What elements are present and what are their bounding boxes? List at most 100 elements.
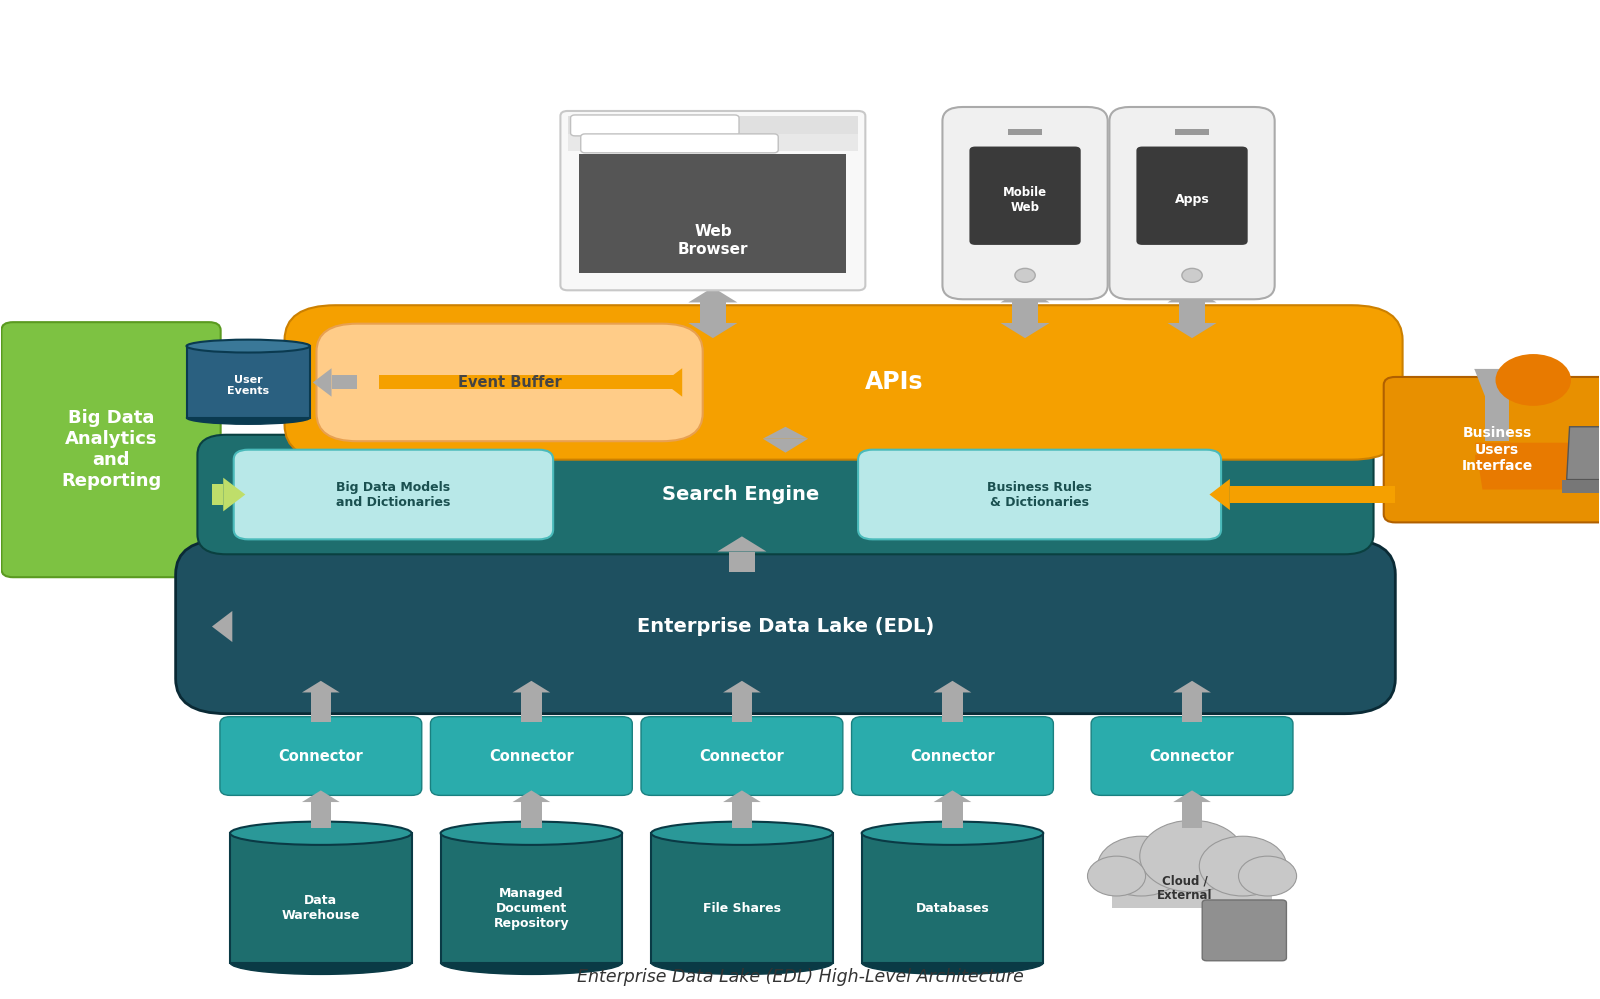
Circle shape: [1014, 269, 1035, 283]
Polygon shape: [763, 427, 808, 439]
Bar: [1013, 303, 1038, 323]
Bar: [730, 551, 755, 572]
FancyBboxPatch shape: [234, 450, 554, 539]
Bar: [211, 485, 224, 504]
Bar: [1182, 692, 1202, 721]
FancyBboxPatch shape: [430, 716, 632, 795]
Circle shape: [1182, 269, 1202, 283]
Polygon shape: [512, 680, 550, 692]
Text: Databases: Databases: [915, 902, 989, 915]
Bar: [1182, 802, 1202, 828]
Polygon shape: [933, 790, 971, 802]
FancyBboxPatch shape: [197, 435, 1373, 554]
Bar: [1179, 303, 1205, 323]
Text: Enterprise Data Lake (EDL): Enterprise Data Lake (EDL): [637, 617, 934, 636]
Bar: [440, 833, 622, 963]
FancyBboxPatch shape: [642, 716, 843, 795]
FancyBboxPatch shape: [1202, 900, 1286, 961]
Polygon shape: [302, 790, 339, 802]
Bar: [942, 692, 963, 721]
Bar: [1013, 303, 1038, 323]
Bar: [942, 802, 963, 828]
Polygon shape: [1000, 323, 1050, 338]
Bar: [1174, 129, 1210, 135]
Ellipse shape: [651, 951, 832, 974]
FancyBboxPatch shape: [942, 107, 1107, 300]
Text: File Shares: File Shares: [702, 902, 781, 915]
Circle shape: [1088, 856, 1146, 896]
Bar: [568, 116, 858, 134]
Polygon shape: [1168, 323, 1216, 338]
Bar: [651, 833, 832, 963]
Bar: [1562, 480, 1600, 493]
Text: Event Buffer: Event Buffer: [458, 375, 562, 390]
Polygon shape: [1474, 369, 1520, 427]
Bar: [230, 833, 411, 963]
FancyBboxPatch shape: [219, 716, 422, 795]
Text: Cloud /
External: Cloud / External: [1157, 874, 1213, 902]
FancyBboxPatch shape: [858, 450, 1221, 539]
FancyBboxPatch shape: [851, 716, 1053, 795]
Bar: [1179, 303, 1205, 323]
Ellipse shape: [862, 951, 1043, 974]
Circle shape: [1139, 820, 1245, 892]
FancyBboxPatch shape: [571, 115, 739, 136]
Ellipse shape: [187, 412, 310, 425]
Ellipse shape: [651, 821, 832, 845]
Bar: [379, 376, 682, 390]
Polygon shape: [1566, 427, 1600, 480]
Polygon shape: [1173, 680, 1211, 692]
FancyBboxPatch shape: [1109, 107, 1275, 300]
Polygon shape: [1210, 479, 1230, 510]
FancyBboxPatch shape: [176, 539, 1395, 713]
Polygon shape: [1475, 455, 1600, 480]
Bar: [310, 802, 331, 828]
FancyBboxPatch shape: [2, 322, 221, 577]
Polygon shape: [717, 536, 766, 551]
FancyBboxPatch shape: [285, 306, 1403, 460]
Bar: [862, 833, 1043, 963]
Polygon shape: [723, 790, 760, 802]
Bar: [187, 346, 310, 418]
Bar: [1230, 486, 1395, 503]
Bar: [227, 617, 232, 635]
Text: Connector: Connector: [699, 748, 784, 763]
Polygon shape: [1173, 790, 1211, 802]
Bar: [701, 303, 725, 323]
Text: Connector: Connector: [1150, 748, 1235, 763]
Polygon shape: [933, 680, 971, 692]
Bar: [701, 303, 725, 323]
FancyBboxPatch shape: [1091, 716, 1293, 795]
Bar: [1013, 303, 1038, 323]
Text: Enterprise Data Lake (EDL) High-Level Architecture: Enterprise Data Lake (EDL) High-Level Ar…: [576, 968, 1024, 986]
Text: User
Events: User Events: [227, 375, 269, 397]
Text: Apps: Apps: [1174, 194, 1210, 207]
Text: Search Engine: Search Engine: [662, 486, 819, 504]
FancyBboxPatch shape: [560, 111, 866, 291]
Bar: [331, 376, 357, 390]
Polygon shape: [763, 439, 808, 453]
Ellipse shape: [230, 821, 411, 845]
Bar: [701, 303, 725, 323]
Text: Data
Warehouse: Data Warehouse: [282, 894, 360, 922]
Bar: [522, 692, 541, 721]
Circle shape: [1098, 836, 1184, 896]
Bar: [1485, 369, 1509, 441]
FancyBboxPatch shape: [1136, 147, 1248, 245]
Bar: [1008, 129, 1043, 135]
Text: Mobile
Web: Mobile Web: [1003, 186, 1046, 214]
Polygon shape: [1474, 369, 1520, 383]
Ellipse shape: [440, 951, 622, 974]
Ellipse shape: [862, 821, 1043, 845]
Bar: [1112, 863, 1272, 908]
Polygon shape: [1168, 288, 1216, 303]
Text: Connector: Connector: [490, 748, 574, 763]
Bar: [579, 154, 846, 274]
Circle shape: [1200, 836, 1286, 896]
Polygon shape: [723, 680, 760, 692]
Bar: [731, 692, 752, 721]
Text: Connector: Connector: [910, 748, 995, 763]
Text: Business
Users
Interface: Business Users Interface: [1461, 427, 1533, 473]
Bar: [310, 692, 331, 721]
Ellipse shape: [230, 951, 411, 974]
